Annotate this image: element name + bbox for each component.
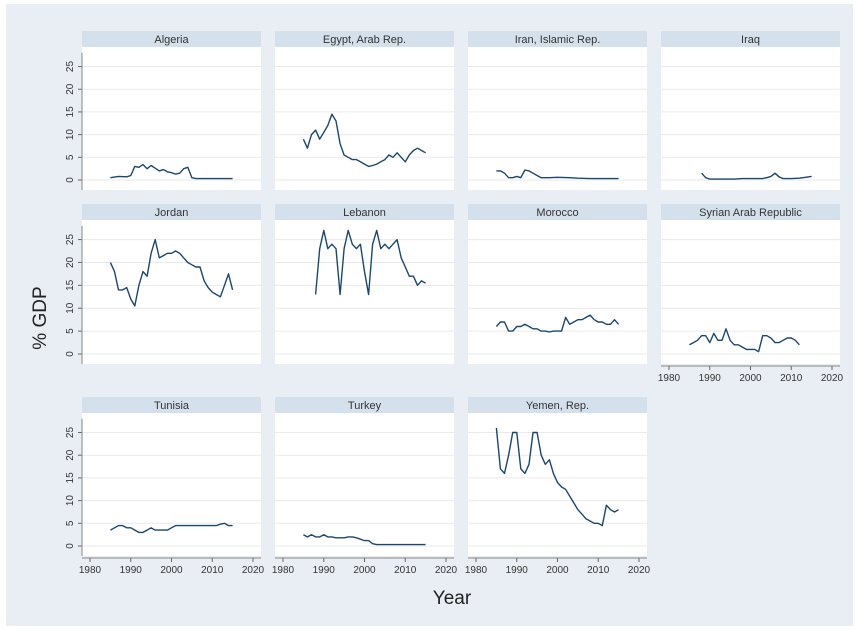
plot-area [275, 47, 454, 190]
x-tick-label: 1980 [465, 565, 488, 576]
x-tick-label: 2020 [821, 373, 844, 384]
y-tick-label: 0 [65, 543, 76, 549]
facet-title: Yemen, Rep. [526, 400, 589, 412]
plot-area [661, 220, 840, 364]
x-tick-label: 2010 [394, 565, 417, 576]
plot-area [661, 47, 840, 190]
facet-title: Morocco [536, 207, 578, 219]
facet-title: Egypt, Arab Rep. [323, 34, 406, 46]
x-tick-label: 2010 [201, 565, 224, 576]
facet-title: Turkey [348, 400, 382, 412]
y-tick-label: 20 [65, 256, 76, 268]
y-tick-label: 25 [65, 61, 76, 73]
x-tick-label: 2020 [435, 565, 458, 576]
plot-area [468, 47, 647, 190]
facet-panel: Egypt, Arab Rep. [275, 31, 454, 190]
facet-title: Tunisia [154, 400, 190, 412]
x-tick-label: 2000 [160, 565, 183, 576]
x-tick-label: 1980 [272, 565, 295, 576]
plot-area [468, 220, 647, 364]
y-axis-title: % GDP [30, 286, 51, 349]
facet-panel: Lebanon [275, 204, 454, 364]
facet-panel: Iran, Islamic Rep. [468, 31, 647, 190]
x-tick-label: 2000 [353, 565, 376, 576]
y-tick-label: 20 [65, 449, 76, 461]
x-tick-label: 1980 [79, 565, 102, 576]
y-tick-label: 25 [65, 427, 76, 439]
y-tick-label: 15 [65, 106, 76, 118]
x-tick-label: 1990 [699, 373, 722, 384]
facet-title: Syrian Arab Republic [699, 207, 802, 219]
facet-panel: Iraq [661, 31, 840, 190]
plot-area [82, 413, 261, 556]
x-axis-title: Year [433, 588, 472, 609]
plot-area [468, 413, 647, 556]
y-tick-label: 5 [65, 520, 76, 526]
plot-area [82, 47, 261, 190]
x-tick-label: 1990 [313, 565, 336, 576]
facet-title: Jordan [155, 207, 189, 219]
x-tick-label: 1980 [658, 373, 681, 384]
x-tick-label: 2020 [242, 565, 265, 576]
y-tick-label: 15 [65, 472, 76, 484]
facet-panel: Turkey 1980 1990 2000 2010 2020 [272, 397, 458, 576]
y-tick-label: 25 [65, 234, 76, 246]
plot-area [275, 413, 454, 556]
plot-area [82, 220, 261, 364]
y-tick-label: 10 [65, 495, 76, 507]
y-tick-label: 5 [65, 154, 76, 160]
y-tick-label: 0 [65, 177, 76, 183]
facet-title: Iran, Islamic Rep. [515, 34, 601, 46]
x-tick-label: 2020 [628, 565, 651, 576]
x-tick-label: 1990 [506, 565, 529, 576]
facet-title: Iraq [741, 34, 760, 46]
facet-panel: Algeria 0 5 10 15 20 25 [65, 31, 261, 190]
facet-panel: Tunisia 0 5 10 15 20 25 1980 1990 2000 2010 2020 [65, 397, 265, 576]
facet-panel: Jordan 0 5 10 15 20 25 [65, 204, 261, 364]
x-tick-label: 2010 [587, 565, 610, 576]
y-tick-label: 5 [65, 328, 76, 334]
x-tick-label: 1990 [120, 565, 143, 576]
y-tick-label: 10 [65, 129, 76, 141]
facet-title: Algeria [154, 34, 189, 46]
x-tick-label: 2010 [780, 373, 803, 384]
x-tick-label: 2000 [546, 565, 569, 576]
facet-panel: Syrian Arab Republic 1980 1990 2000 2010 2020 [658, 204, 844, 384]
facet-panel: Morocco [468, 204, 647, 364]
facet-panel: Yemen, Rep. 1980 1990 2000 2010 2020 [465, 397, 651, 576]
y-tick-label: 15 [65, 279, 76, 291]
x-tick-label: 2000 [739, 373, 762, 384]
facet-title: Lebanon [343, 207, 386, 219]
plot-area [275, 220, 454, 364]
y-tick-label: 0 [65, 351, 76, 357]
y-tick-label: 20 [65, 83, 76, 95]
y-tick-label: 10 [65, 302, 76, 314]
